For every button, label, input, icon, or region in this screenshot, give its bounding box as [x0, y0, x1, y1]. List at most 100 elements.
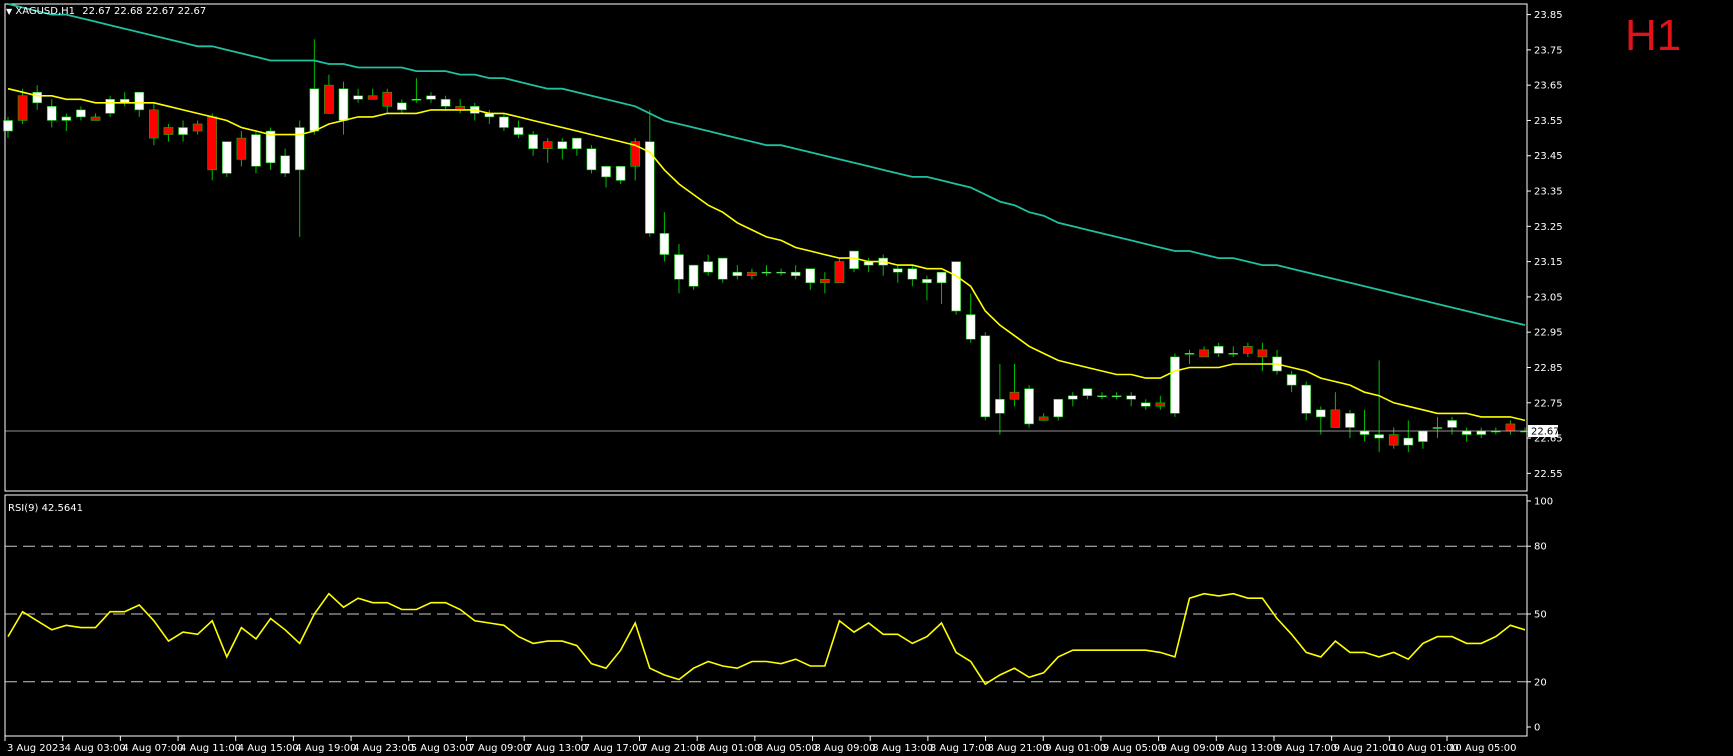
time-tick-label: 9 Aug 09:00	[1161, 743, 1222, 754]
bull-candle	[1359, 430, 1370, 435]
price-tick-label: 23.65	[1534, 81, 1563, 92]
bear-candle	[1505, 423, 1516, 432]
price-tick-label: 22.85	[1534, 363, 1563, 374]
bull-candle	[1476, 430, 1487, 435]
bull-candle	[528, 134, 538, 149]
bull-candle	[338, 88, 349, 121]
bull-candle	[980, 335, 991, 418]
bull-candle	[1184, 353, 1195, 355]
price-tick-label: 22.75	[1534, 398, 1563, 409]
rsi-tick-label: 100	[1534, 497, 1553, 508]
time-x-axis: 3 Aug 2023 4 Aug 03:004 Aug 07:004 Aug 11…	[4, 736, 1516, 754]
rsi-line	[7, 592, 1526, 686]
time-tick-label: 8 Aug 09:00	[815, 743, 876, 754]
timeframe-badge: H1	[1625, 11, 1682, 60]
time-tick-label: 4 Aug 19:00	[295, 743, 356, 754]
bear-candle	[542, 141, 553, 149]
last-price-tag	[1528, 425, 1558, 438]
bull-candle	[513, 127, 524, 135]
bull-candle	[965, 314, 976, 340]
bear-candle	[382, 91, 393, 107]
bull-candle	[907, 268, 918, 280]
bull-candle	[265, 130, 276, 164]
time-tick-label: 8 Aug 17:00	[930, 743, 991, 754]
bull-candle	[703, 261, 713, 273]
time-tick-label: 3 Aug 2023	[7, 743, 65, 754]
bull-candle	[353, 95, 363, 100]
price-y-axis: 23.85 23.75 23.65 23.55 23.45 23.35 23.25 23.15…	[1527, 10, 1563, 480]
bull-candle	[659, 233, 670, 255]
slow-moving-average-line	[7, 3, 1526, 326]
symbol-label: XAGUSD,H1	[15, 6, 76, 17]
bull-candle	[1082, 388, 1093, 397]
time-tick-label: 9 Aug 13:00	[1218, 743, 1279, 754]
bull-candle	[790, 271, 801, 277]
rsi-label: RSI(9) 42.5641	[8, 503, 83, 514]
rsi-y-axis: 100 80 50 20 0	[1527, 497, 1553, 734]
bull-candle	[294, 127, 305, 171]
time-tick-label: 8 Aug 05:00	[757, 743, 818, 754]
bull-candle	[46, 106, 57, 121]
price-tick-label: 23.45	[1534, 151, 1563, 162]
bull-candle	[1097, 395, 1107, 398]
bear-candle	[1330, 409, 1341, 428]
bull-candle	[761, 271, 772, 274]
time-tick-label: 4 Aug 15:00	[238, 743, 299, 754]
bull-candle	[776, 271, 786, 274]
bear-candle	[1257, 349, 1268, 358]
chart-header[interactable]: ▼ XAGUSD,H1 22.67 22.68 22.67 22.67	[6, 6, 206, 17]
bull-candle	[3, 120, 13, 132]
bull-candle	[426, 95, 436, 100]
time-tick-label: 4 Aug 07:00	[122, 743, 183, 754]
time-tick-label: 9 Aug 21:00	[1334, 743, 1395, 754]
price-tick-label: 23.15	[1534, 257, 1563, 268]
bear-candle	[1009, 391, 1020, 400]
price-tick-label: 23.55	[1534, 116, 1563, 127]
time-tick-label: 7 Aug 21:00	[641, 743, 702, 754]
price-tick-label: 23.35	[1534, 187, 1563, 198]
bear-candle	[747, 271, 757, 277]
bull-candle	[178, 127, 188, 135]
bull-candle	[849, 250, 859, 269]
fast-moving-average-line	[7, 87, 1526, 422]
collapse-triangle-icon[interactable]: ▼	[6, 7, 13, 16]
price-tick-label: 23.25	[1534, 222, 1563, 233]
bull-candle	[397, 102, 407, 111]
bull-candle	[615, 166, 626, 181]
bull-candle	[688, 264, 699, 287]
bull-candle	[1315, 409, 1326, 418]
bull-candle	[1301, 384, 1312, 414]
bear-candle	[1199, 349, 1209, 358]
bear-candle	[149, 109, 159, 139]
bull-candle	[309, 88, 320, 132]
bull-candle	[1403, 437, 1414, 446]
price-tick-label: 23.85	[1534, 10, 1563, 21]
time-tick-label: 9 Aug 01:00	[1045, 743, 1106, 754]
time-tick-label: 7 Aug 13:00	[526, 743, 587, 754]
rsi-series	[7, 592, 1526, 686]
bull-candle	[1213, 346, 1224, 354]
ohlc-readout: 22.67 22.68 22.67 22.67	[82, 6, 207, 17]
bull-candle	[995, 398, 1005, 414]
bull-candle	[1024, 388, 1034, 425]
bull-candle	[1447, 420, 1457, 428]
bull-candle	[805, 268, 816, 284]
bull-candle	[644, 141, 655, 234]
rsi-tick-label: 80	[1534, 542, 1547, 553]
bull-candle	[572, 137, 582, 149]
bull-candle	[1432, 427, 1443, 429]
bear-candle	[90, 116, 101, 121]
bear-candle	[1388, 434, 1399, 446]
bull-candle	[1286, 374, 1297, 386]
price-tick-label: 22.55	[1534, 469, 1563, 480]
bear-candle	[367, 95, 378, 100]
rsi-tick-label: 50	[1534, 610, 1547, 621]
bull-candle	[221, 141, 232, 174]
bull-candle	[76, 109, 86, 118]
bear-candle	[1155, 402, 1166, 407]
bear-candle	[207, 116, 218, 171]
bull-candle	[892, 268, 903, 273]
time-tick-label: 10 Aug 01:00	[1391, 743, 1458, 754]
bull-candle	[1111, 395, 1122, 398]
time-tick-label: 4 Aug 23:00	[353, 743, 414, 754]
